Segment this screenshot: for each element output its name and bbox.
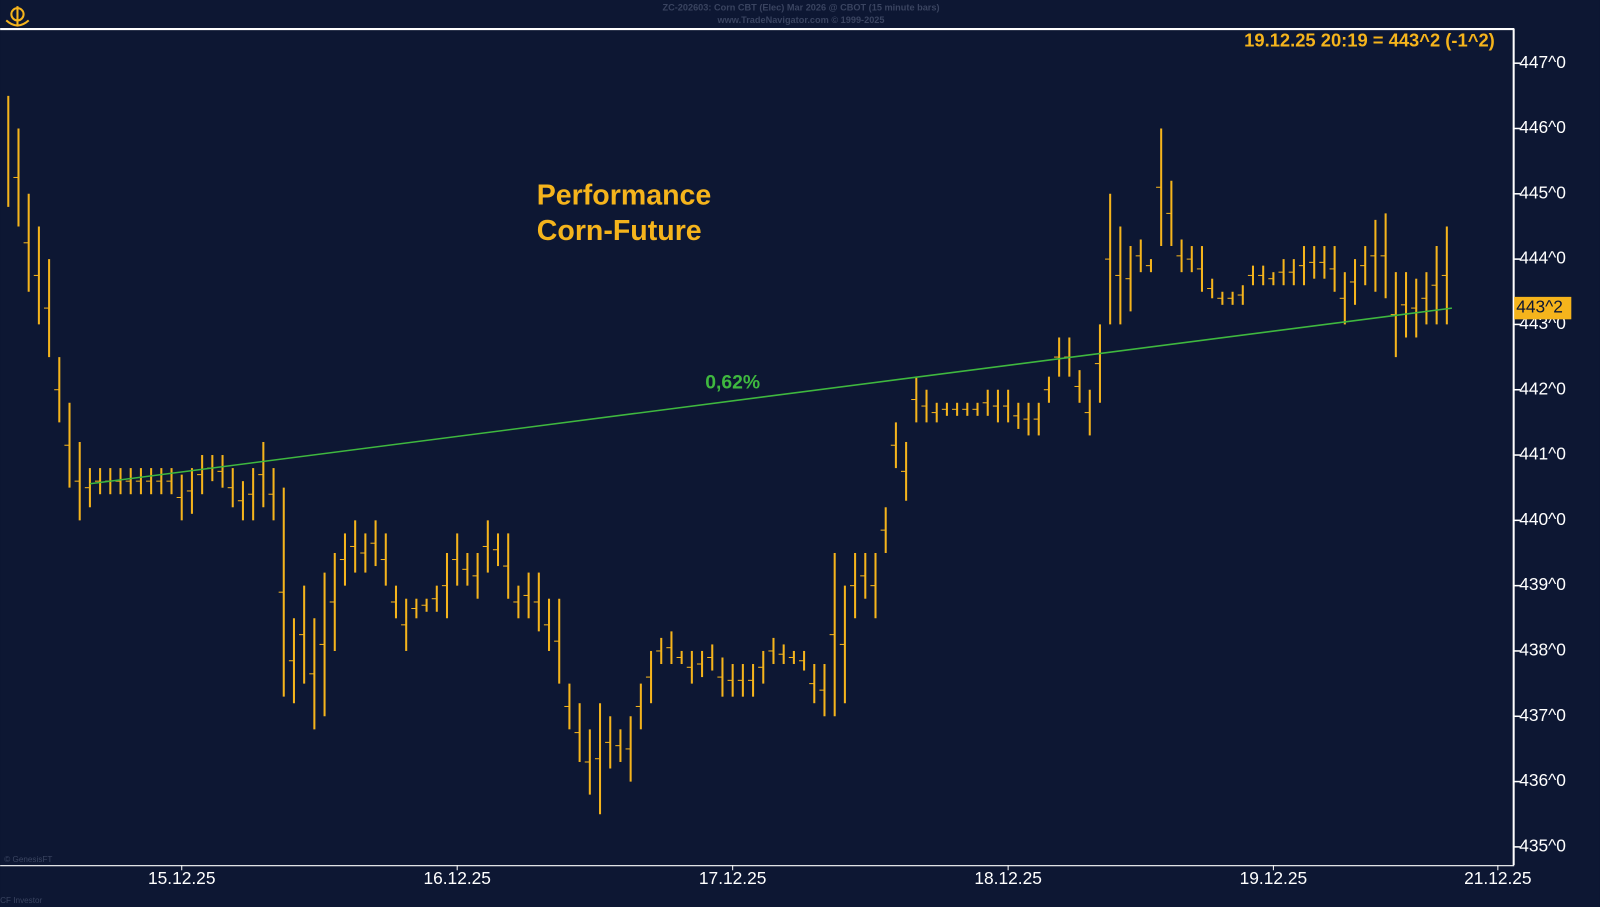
trend-label: 0,62% — [705, 372, 760, 394]
x-tick-label: 15.12.25 — [148, 868, 215, 888]
y-tick-label: 436^0 — [1519, 770, 1566, 790]
chart-title: ZC-202603: Corn CBT (Elec) Mar 2026 @ CB… — [662, 3, 939, 13]
annotation: Performance — [537, 179, 712, 211]
y-tick-label: 446^0 — [1519, 117, 1566, 137]
y-tick-label: 444^0 — [1519, 248, 1566, 268]
trend-line — [89, 307, 1453, 485]
copyright: © GenesisFT — [4, 855, 52, 864]
x-tick-label: 17.12.25 — [699, 868, 766, 888]
y-tick-label: 439^0 — [1519, 574, 1566, 594]
logo — [5, 6, 30, 27]
x-tick-label: 18.12.25 — [974, 868, 1041, 888]
y-tick-label: 447^0 — [1519, 52, 1566, 72]
y-tick-label: 445^0 — [1519, 182, 1566, 202]
annotation: Corn-Future — [537, 215, 702, 247]
footer: CF Investor — [0, 896, 42, 905]
last-price-box — [1514, 296, 1572, 320]
x-tick-label: 19.12.25 — [1240, 868, 1307, 888]
price-header: 19.12.25 20:19 = 443^2 (-1^2) — [1244, 30, 1495, 51]
y-tick-label: 441^0 — [1519, 444, 1566, 464]
y-tick-label: 435^0 — [1519, 835, 1566, 855]
y-tick-label: 437^0 — [1519, 705, 1566, 725]
chart-subtitle: www.TradeNavigator.com © 1999-2025 — [717, 15, 885, 25]
last-price-label: 443^2 — [1516, 297, 1563, 317]
y-tick-label: 442^0 — [1519, 378, 1566, 398]
x-tick-label: 21.12.25 — [1464, 868, 1531, 888]
x-tick-label: 16.12.25 — [423, 868, 490, 888]
y-tick-label: 438^0 — [1519, 640, 1566, 660]
y-tick-label: 440^0 — [1519, 509, 1566, 529]
